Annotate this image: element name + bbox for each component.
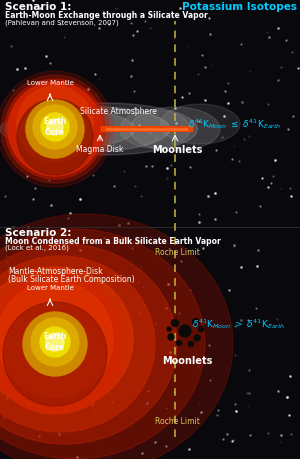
- FancyBboxPatch shape: [106, 129, 188, 132]
- Text: Moonlets: Moonlets: [152, 145, 202, 155]
- Circle shape: [26, 101, 84, 159]
- Ellipse shape: [0, 268, 133, 411]
- Text: Roche Limit: Roche Limit: [154, 417, 200, 425]
- Text: Scenario 1:: Scenario 1:: [5, 2, 71, 12]
- Text: Earth
Core: Earth Core: [43, 117, 67, 137]
- Text: Moon Condensed from a Bulk Silicate Earth Vapor: Moon Condensed from a Bulk Silicate Eart…: [5, 236, 221, 246]
- Ellipse shape: [130, 108, 220, 151]
- Circle shape: [23, 312, 87, 376]
- Text: (Pahlevan and Stevenson, 2007): (Pahlevan and Stevenson, 2007): [5, 19, 119, 25]
- Circle shape: [41, 114, 69, 142]
- Circle shape: [176, 341, 181, 346]
- Text: Mantle-Atmosphere-Disk: Mantle-Atmosphere-Disk: [8, 266, 103, 275]
- Text: Magma Disk: Magma Disk: [76, 145, 124, 154]
- Circle shape: [17, 87, 93, 162]
- Text: Roche Limit: Roche Limit: [154, 248, 200, 257]
- Text: $\delta^{41}$K$_{Moon}$ $\leq$ $\delta^{41}$K$_{Earth}$: $\delta^{41}$K$_{Moon}$ $\leq$ $\delta^{…: [188, 117, 282, 131]
- Ellipse shape: [5, 111, 135, 149]
- Text: Potassium Isotopes: Potassium Isotopes: [182, 2, 297, 12]
- Circle shape: [40, 327, 70, 357]
- Circle shape: [47, 120, 63, 136]
- Ellipse shape: [0, 245, 177, 444]
- Text: Earth-Moon Exchange through a Silicate Vapor: Earth-Moon Exchange through a Silicate V…: [5, 11, 208, 20]
- Ellipse shape: [0, 257, 155, 432]
- Circle shape: [199, 327, 203, 332]
- Text: Earth
Core: Earth Core: [43, 331, 67, 351]
- FancyBboxPatch shape: [100, 127, 194, 133]
- Circle shape: [31, 318, 79, 366]
- Circle shape: [5, 80, 105, 179]
- Ellipse shape: [0, 214, 233, 459]
- Text: (Lock et al., 2016): (Lock et al., 2016): [5, 245, 69, 251]
- Circle shape: [179, 325, 191, 337]
- Circle shape: [1, 76, 109, 184]
- Ellipse shape: [10, 107, 170, 152]
- Circle shape: [193, 319, 200, 326]
- Circle shape: [194, 335, 200, 341]
- Circle shape: [0, 274, 125, 414]
- Circle shape: [8, 83, 102, 177]
- Circle shape: [167, 327, 171, 331]
- Ellipse shape: [0, 281, 115, 397]
- Text: $\delta^{41}$K$_{Moon}$ $>$ $\delta^{41}$K$_{Earth}$: $\delta^{41}$K$_{Moon}$ $>$ $\delta^{41}…: [192, 316, 286, 330]
- Text: Lower Mantle: Lower Mantle: [27, 80, 74, 86]
- Ellipse shape: [13, 104, 197, 156]
- Circle shape: [46, 333, 64, 351]
- Circle shape: [172, 320, 178, 327]
- Text: Scenario 2:: Scenario 2:: [5, 228, 71, 237]
- Text: Silicate Atmosphere: Silicate Atmosphere: [80, 107, 156, 116]
- Circle shape: [0, 281, 113, 397]
- Ellipse shape: [0, 114, 100, 146]
- Ellipse shape: [0, 230, 205, 459]
- Ellipse shape: [120, 111, 190, 149]
- Text: Lower Mantle: Lower Mantle: [27, 285, 74, 291]
- Circle shape: [17, 100, 93, 176]
- Ellipse shape: [160, 105, 240, 145]
- Circle shape: [33, 106, 77, 150]
- Text: (Bulk Silicate Earth Composition): (Bulk Silicate Earth Composition): [8, 274, 135, 283]
- Text: Moonlets: Moonlets: [162, 355, 212, 365]
- Circle shape: [3, 302, 107, 406]
- Circle shape: [168, 334, 174, 340]
- Circle shape: [0, 72, 113, 188]
- Circle shape: [188, 342, 194, 347]
